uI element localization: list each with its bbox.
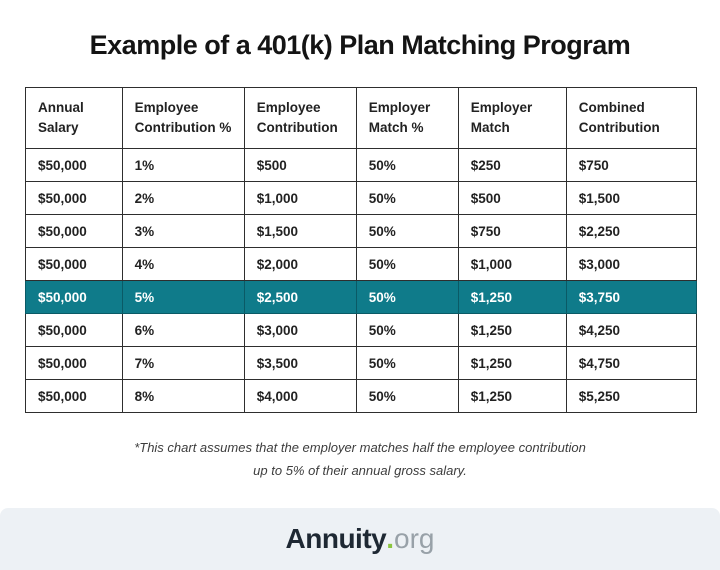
- table-cell: $4,250: [565, 313, 698, 347]
- logo-brand-text: Annuity: [285, 523, 387, 554]
- table-header: Annual Salary Employee Contribution % Empl…: [25, 87, 698, 149]
- table-cell: $50,000: [25, 148, 123, 182]
- table-cell: 2%: [121, 181, 245, 215]
- table-cell: 50%: [355, 148, 459, 182]
- table-cell: 50%: [355, 214, 459, 248]
- table-cell: 1%: [121, 148, 245, 182]
- table-cell: $750: [565, 148, 698, 182]
- table-cell: $3,000: [565, 247, 698, 281]
- table-cell: $500: [243, 148, 357, 182]
- table-cell: $1,250: [457, 346, 567, 380]
- column-header: Employer Match %: [355, 87, 459, 149]
- table-cell: $1,500: [243, 214, 357, 248]
- table-cell: 50%: [355, 313, 459, 347]
- table-cell: $2,250: [565, 214, 698, 248]
- table-cell: 6%: [121, 313, 245, 347]
- table-cell: $1,250: [457, 280, 567, 314]
- column-header: Employee Contribution %: [121, 87, 245, 149]
- logo-dot: .: [386, 523, 395, 554]
- table-cell: 50%: [355, 181, 459, 215]
- footnote-line-1: *This chart assumes that the employer ma…: [134, 440, 586, 455]
- table-cell: $1,250: [457, 313, 567, 347]
- table-cell: $3,500: [243, 346, 357, 380]
- table-row: $50,000 2% $1,000 50% $500 $1,500: [25, 181, 698, 215]
- table-cell: 7%: [121, 346, 245, 380]
- table-cell: $2,500: [243, 280, 357, 314]
- matching-program-table: Annual Salary Employee Contribution % Empl…: [25, 87, 698, 413]
- table-cell: $50,000: [25, 346, 123, 380]
- table-cell: $50,000: [25, 280, 123, 314]
- footnote-line-2: up to 5% of their annual gross salary.: [253, 462, 467, 478]
- table-cell: $1,000: [243, 181, 357, 215]
- table-cell: $4,750: [565, 346, 698, 380]
- table-cell: $1,500: [565, 181, 698, 215]
- table-row: $50,000 6% $3,000 50% $1,250 $4,250: [25, 313, 698, 347]
- table-cell: $50,000: [25, 181, 123, 215]
- table-cell: 50%: [355, 346, 459, 380]
- table-cell: $5,250: [565, 379, 698, 413]
- column-header: Employer Match: [457, 87, 567, 149]
- table-cell: $500: [457, 181, 567, 215]
- page-title: Example of a 401(k) Plan Matching Progra…: [89, 30, 631, 60]
- table-row: $50,000 4% $2,000 50% $1,000 $3,000: [25, 247, 698, 281]
- table-cell: 50%: [355, 280, 459, 314]
- table-body: $50,000 1% $500 50% $250 $750 $50,000 2% $1,000 5…: [25, 148, 698, 413]
- footnote: *This chart assumes that the employer ma…: [0, 437, 720, 483]
- table-cell: $750: [457, 214, 567, 248]
- table-cell: 8%: [121, 379, 245, 413]
- column-header: Employee Contribution: [243, 87, 357, 149]
- logo-tld-text: org: [394, 523, 435, 554]
- annuity-logo: Annuity.org: [286, 525, 435, 553]
- table-row: $50,000 8% $4,000 50% $1,250 $5,250: [25, 379, 698, 413]
- table-cell: $4,000: [243, 379, 357, 413]
- column-header: Combined Contribution: [565, 87, 698, 149]
- column-header: Annual Salary: [25, 87, 123, 149]
- table-row: $50,000 1% $500 50% $250 $750: [25, 148, 698, 182]
- table-cell: $2,000: [243, 247, 357, 281]
- table-cell: $3,000: [243, 313, 357, 347]
- table-cell: $50,000: [25, 313, 123, 347]
- table-cell: $50,000: [25, 247, 123, 281]
- table-cell: $1,000: [457, 247, 567, 281]
- table-header-row: Annual Salary Employee Contribution % Empl…: [25, 87, 698, 149]
- table-row-highlighted: $50,000 5% $2,500 50% $1,250 $3,750: [25, 280, 698, 314]
- table-cell: $50,000: [25, 379, 123, 413]
- table-cell: $3,750: [565, 280, 698, 314]
- footer-band: Annuity.org: [0, 508, 720, 570]
- table-cell: 50%: [355, 379, 459, 413]
- table-cell: $250: [457, 148, 567, 182]
- table-cell: 5%: [121, 280, 245, 314]
- table-cell: $1,250: [457, 379, 567, 413]
- table-cell: $50,000: [25, 214, 123, 248]
- table-row: $50,000 3% $1,500 50% $750 $2,250: [25, 214, 698, 248]
- table-row: $50,000 7% $3,500 50% $1,250 $4,750: [25, 346, 698, 380]
- table-cell: 4%: [121, 247, 245, 281]
- table-cell: 3%: [121, 214, 245, 248]
- table-cell: 50%: [355, 247, 459, 281]
